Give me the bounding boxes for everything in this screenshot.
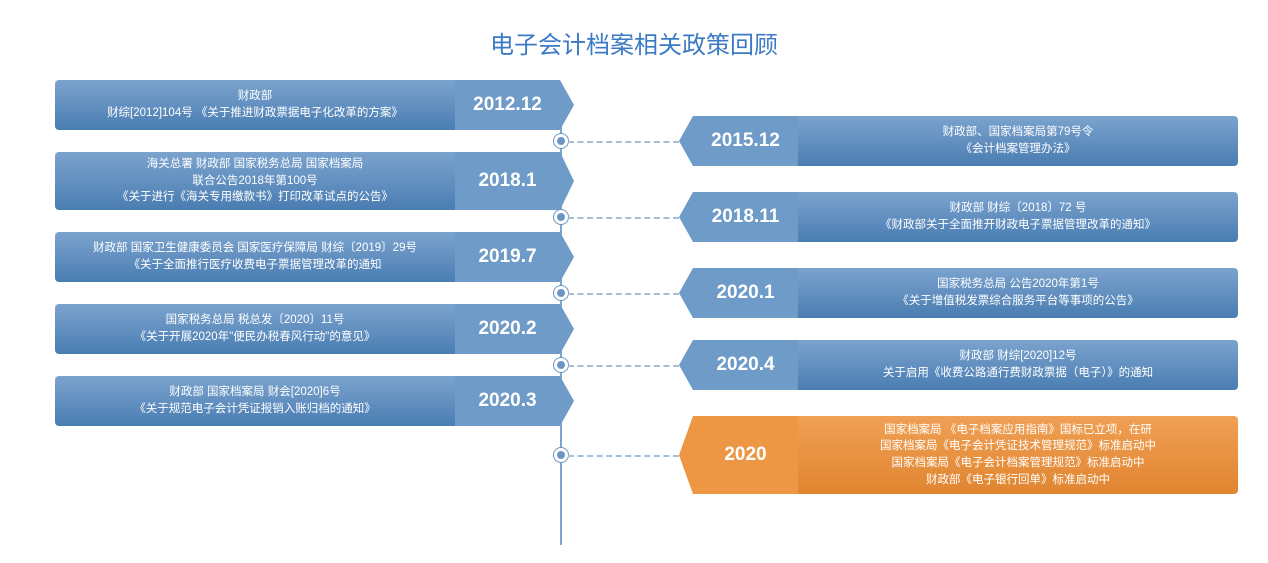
timeline-item-line: 《关于规范电子会计凭证报销入账归档的通知》 <box>69 401 441 418</box>
timeline-item-line: 财政部 财综[2020]12号 <box>812 348 1224 365</box>
timeline-item-line: 《关于进行《海关专用缴款书》打印改革试点的公告》 <box>69 189 441 206</box>
timeline-dot <box>554 448 568 462</box>
timeline-item-desc: 财政部财综[2012]104号 《关于推进财政票据电子化改革的方案》 <box>55 80 455 130</box>
timeline-dot <box>554 286 568 300</box>
timeline-item: 财政部 国家卫生健康委员会 国家医疗保障局 财综〔2019〕29号《关于全面推行… <box>55 232 560 282</box>
timeline-item-line: 国家税务总局 公告2020年第1号 <box>812 276 1224 293</box>
timeline-item-line: 联合公告2018年第100号 <box>69 173 441 190</box>
timeline-item-line: 《关于全面推行医疗收费电子票据管理改革的通知 <box>69 257 441 274</box>
timeline-item-line: 财综[2012]104号 《关于推进财政票据电子化改革的方案》 <box>69 105 441 122</box>
timeline-connector <box>568 293 679 295</box>
timeline-item-line: 财政部 <box>69 88 441 105</box>
timeline-item-line: 财政部 国家卫生健康委员会 国家医疗保障局 财综〔2019〕29号 <box>69 240 441 257</box>
timeline-item: 2020.4财政部 财综[2020]12号关于启用《收费公路通行费财政票据（电子… <box>693 340 1238 390</box>
timeline-item: 2020国家档案局 《电子档案应用指南》国标已立项，在研国家档案局《电子会计凭证… <box>693 416 1238 494</box>
timeline-item-line: 财政部《电子银行回单》标准启动中 <box>812 472 1224 489</box>
timeline-item-desc: 海关总署 财政部 国家税务总局 国家档案局联合公告2018年第100号《关于进行… <box>55 152 455 210</box>
page-title: 电子会计档案相关政策回顾 <box>0 0 1268 80</box>
timeline-item-desc: 财政部 财综〔2018〕72 号《财政部关于全面推开财政电子票据管理改革的通知》 <box>798 192 1238 242</box>
timeline-item: 财政部财综[2012]104号 《关于推进财政票据电子化改革的方案》2012.1… <box>55 80 560 130</box>
timeline-item-line: 《关于增值税发票综合服务平台等事项的公告》 <box>812 293 1224 310</box>
timeline-item-line: 海关总署 财政部 国家税务总局 国家档案局 <box>69 156 441 173</box>
timeline-connector <box>568 365 679 367</box>
timeline-item-date: 2015.12 <box>693 116 798 166</box>
timeline-container: 财政部财综[2012]104号 《关于推进财政票据电子化改革的方案》2012.1… <box>0 80 1268 560</box>
timeline-connector <box>568 141 679 143</box>
timeline-item-desc: 财政部 财综[2020]12号关于启用《收费公路通行费财政票据（电子）》的通知 <box>798 340 1238 390</box>
timeline-item-line: 国家税务总局 税总发〔2020〕11号 <box>69 312 441 329</box>
timeline-item-date: 2020 <box>693 416 798 494</box>
timeline-item-desc: 财政部、国家档案局第79号令《会计档案管理办法》 <box>798 116 1238 166</box>
timeline-item-date: 2012.12 <box>455 80 560 130</box>
timeline-connector <box>568 217 679 219</box>
timeline-item-desc: 财政部 国家档案局 财会[2020]6号《关于规范电子会计凭证报销入账归档的通知… <box>55 376 455 426</box>
timeline-item-line: 财政部 国家档案局 财会[2020]6号 <box>69 384 441 401</box>
timeline-item-desc: 国家税务总局 税总发〔2020〕11号《关于开展2020年"便民办税春风行动"的… <box>55 304 455 354</box>
timeline-item: 国家税务总局 税总发〔2020〕11号《关于开展2020年"便民办税春风行动"的… <box>55 304 560 354</box>
timeline-item-date: 2020.3 <box>455 376 560 426</box>
timeline-item: 海关总署 财政部 国家税务总局 国家档案局联合公告2018年第100号《关于进行… <box>55 152 560 210</box>
timeline-item-line: 财政部、国家档案局第79号令 <box>812 124 1224 141</box>
timeline-item-line: 关于启用《收费公路通行费财政票据（电子）》的通知 <box>812 365 1224 382</box>
timeline-dot <box>554 134 568 148</box>
timeline-item-line: 《财政部关于全面推开财政电子票据管理改革的通知》 <box>812 217 1224 234</box>
timeline-item-desc: 财政部 国家卫生健康委员会 国家医疗保障局 财综〔2019〕29号《关于全面推行… <box>55 232 455 282</box>
timeline-item: 2018.11财政部 财综〔2018〕72 号《财政部关于全面推开财政电子票据管… <box>693 192 1238 242</box>
timeline-item-line: 国家档案局 《电子档案应用指南》国标已立项，在研 <box>812 422 1224 439</box>
timeline-item-line: 《关于开展2020年"便民办税春风行动"的意见》 <box>69 329 441 346</box>
timeline-item-date: 2018.11 <box>693 192 798 242</box>
timeline-item-line: 国家档案局《电子会计凭证技术管理规范》标准启动中 <box>812 438 1224 455</box>
timeline-item-line: 《会计档案管理办法》 <box>812 141 1224 158</box>
timeline-item: 财政部 国家档案局 财会[2020]6号《关于规范电子会计凭证报销入账归档的通知… <box>55 376 560 426</box>
timeline-item-line: 国家档案局《电子会计档案管理规范》标准启动中 <box>812 455 1224 472</box>
timeline-item-date: 2020.4 <box>693 340 798 390</box>
timeline-item-date: 2019.7 <box>455 232 560 282</box>
timeline-dot <box>554 358 568 372</box>
timeline-item-line: 财政部 财综〔2018〕72 号 <box>812 200 1224 217</box>
timeline-dot <box>554 210 568 224</box>
timeline-item: 2015.12财政部、国家档案局第79号令《会计档案管理办法》 <box>693 116 1238 166</box>
timeline-connector <box>568 455 679 457</box>
timeline-item-desc: 国家档案局 《电子档案应用指南》国标已立项，在研国家档案局《电子会计凭证技术管理… <box>798 416 1238 494</box>
timeline-item-desc: 国家税务总局 公告2020年第1号《关于增值税发票综合服务平台等事项的公告》 <box>798 268 1238 318</box>
timeline-item-date: 2020.1 <box>693 268 798 318</box>
timeline-item: 2020.1国家税务总局 公告2020年第1号《关于增值税发票综合服务平台等事项… <box>693 268 1238 318</box>
timeline-item-date: 2020.2 <box>455 304 560 354</box>
timeline-item-date: 2018.1 <box>455 152 560 210</box>
